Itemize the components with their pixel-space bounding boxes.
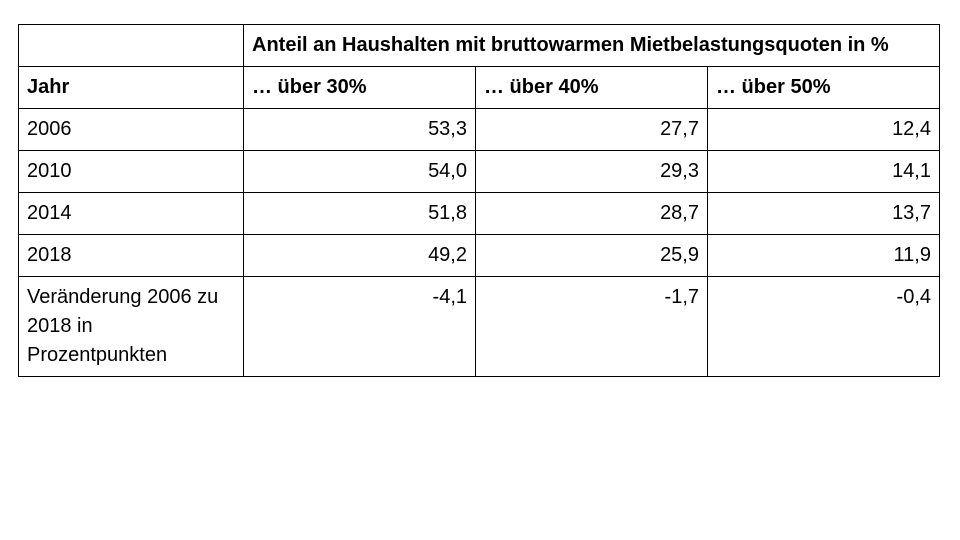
- cell-over30: 51,8: [244, 193, 476, 235]
- cell-change-label: Veränderung 2006 zu 2018 in Prozentpunkt…: [19, 277, 244, 377]
- cell-over40: 29,3: [476, 151, 708, 193]
- cell-year: 2014: [19, 193, 244, 235]
- cell-over50: 11,9: [708, 235, 940, 277]
- corner-cell-blank: [19, 25, 244, 67]
- super-header-cell: Anteil an Haushalten mit bruttowarmen Mi…: [244, 25, 940, 67]
- cell-year: 2010: [19, 151, 244, 193]
- cell-over50: 13,7: [708, 193, 940, 235]
- rent-burden-table: Anteil an Haushalten mit bruttowarmen Mi…: [18, 24, 940, 377]
- table-row: 2018 49,2 25,9 11,9: [19, 235, 940, 277]
- cell-change-over40: -1,7: [476, 277, 708, 377]
- table-change-row: Veränderung 2006 zu 2018 in Prozentpunkt…: [19, 277, 940, 377]
- column-header-over30: … über 30%: [244, 67, 476, 109]
- cell-over40: 28,7: [476, 193, 708, 235]
- cell-change-over50: -0,4: [708, 277, 940, 377]
- table-row: 2006 53,3 27,7 12,4: [19, 109, 940, 151]
- column-header-over50: … über 50%: [708, 67, 940, 109]
- column-header-over40: … über 40%: [476, 67, 708, 109]
- cell-change-over30: -4,1: [244, 277, 476, 377]
- cell-over50: 14,1: [708, 151, 940, 193]
- column-header-year: Jahr: [19, 67, 244, 109]
- cell-over30: 53,3: [244, 109, 476, 151]
- table-row: 2014 51,8 28,7 13,7: [19, 193, 940, 235]
- table-row: 2010 54,0 29,3 14,1: [19, 151, 940, 193]
- page-container: Anteil an Haushalten mit bruttowarmen Mi…: [0, 0, 960, 401]
- table-super-header-row: Anteil an Haushalten mit bruttowarmen Mi…: [19, 25, 940, 67]
- cell-over40: 27,7: [476, 109, 708, 151]
- table-column-header-row: Jahr … über 30% … über 40% … über 50%: [19, 67, 940, 109]
- cell-year: 2018: [19, 235, 244, 277]
- cell-over40: 25,9: [476, 235, 708, 277]
- cell-over50: 12,4: [708, 109, 940, 151]
- cell-year: 2006: [19, 109, 244, 151]
- cell-over30: 54,0: [244, 151, 476, 193]
- cell-over30: 49,2: [244, 235, 476, 277]
